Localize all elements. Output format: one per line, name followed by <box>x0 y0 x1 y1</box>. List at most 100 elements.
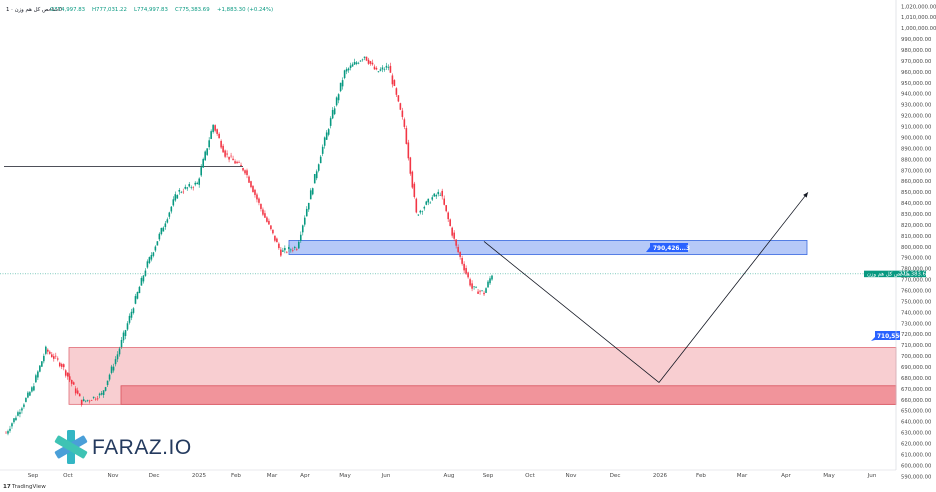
candle-body <box>92 396 95 398</box>
candle-body <box>236 161 238 164</box>
candle-body <box>160 227 163 235</box>
candle-body <box>206 148 208 155</box>
candle-body <box>319 156 322 164</box>
candle-body <box>68 376 71 381</box>
candle-body <box>449 219 451 227</box>
x-tick-label: Jun <box>381 473 391 479</box>
candle-body <box>473 286 475 288</box>
candle-body <box>489 278 491 284</box>
candle-body <box>349 65 352 68</box>
candle-body <box>347 68 350 71</box>
candle-body <box>389 65 392 73</box>
candle-body <box>70 379 73 384</box>
support-zone-core[interactable] <box>120 385 897 405</box>
candle-body <box>397 95 400 102</box>
candle-body <box>387 67 390 68</box>
y-tick-label: 700,000.00 <box>901 354 932 360</box>
candle-body <box>377 71 380 73</box>
candle-body <box>21 408 23 411</box>
y-tick-label: 810,000.00 <box>901 234 932 240</box>
candle-body <box>43 355 45 362</box>
candle-body <box>323 137 326 146</box>
candle-body <box>96 398 99 400</box>
candle-body <box>266 217 268 222</box>
candle-body <box>244 170 246 174</box>
candle-body <box>234 161 236 164</box>
candle-body <box>401 110 404 117</box>
logo-text: FARAZ.IO <box>92 436 192 459</box>
candle-body <box>451 227 453 236</box>
y-tick-label: 660,000.00 <box>901 398 932 404</box>
tradingview-attribution[interactable]: 17 TradingView <box>3 484 46 490</box>
candle-body <box>76 390 79 394</box>
candle-body <box>343 70 346 79</box>
y-tick-label: 760,000.00 <box>901 288 932 294</box>
candle-body <box>80 399 83 405</box>
candle-body <box>82 399 85 402</box>
candle-body <box>371 62 374 65</box>
candle-body <box>329 118 332 126</box>
candle-body <box>17 412 19 416</box>
candle-body <box>341 80 344 87</box>
candle-body <box>435 194 438 197</box>
candle-body <box>31 387 33 392</box>
candle-body <box>301 225 304 233</box>
projection-arrowhead <box>803 192 808 198</box>
candle-body <box>345 69 348 72</box>
candle-body <box>385 65 388 68</box>
y-tick-label: 1,000,000.00 <box>901 26 936 32</box>
candle-body <box>194 182 197 185</box>
candle-body <box>120 340 123 348</box>
candle-body <box>49 351 51 354</box>
candle-body <box>78 393 81 397</box>
candle-body <box>286 251 288 253</box>
candle-body <box>361 59 364 61</box>
legend-open: O774,997.83 <box>50 7 85 13</box>
legend-title: شاخص کل هم وزن · 1D <box>6 6 62 13</box>
candle-body <box>421 211 424 212</box>
candle-body <box>218 133 220 139</box>
y-tick-label: 980,000.00 <box>901 48 932 54</box>
legend-low: L774,997.83 <box>134 7 168 13</box>
candle-body <box>170 206 173 212</box>
asterisk-icon <box>54 430 88 464</box>
candle-body <box>315 171 318 179</box>
candle-body <box>292 250 294 251</box>
candle-body <box>391 75 394 85</box>
candle-body <box>35 375 37 383</box>
candle-body <box>39 365 41 372</box>
candle-body <box>339 82 342 92</box>
y-axis-ticks[interactable]: 1,020,000.00 1,010,000.00 1,000,000.00 990,… <box>901 4 936 480</box>
candle-body <box>154 246 157 251</box>
candle-body <box>307 202 310 210</box>
projection-path[interactable] <box>483 192 809 384</box>
candle-body <box>407 142 410 159</box>
y-tick-label: 680,000.00 <box>901 376 932 382</box>
y-tick-label: 870,000.00 <box>901 168 932 174</box>
candle-body <box>200 167 202 176</box>
candle-body <box>202 159 204 168</box>
candle-body <box>365 56 368 61</box>
y-tick-label: 650,000.00 <box>901 409 932 415</box>
resistance-zone[interactable] <box>288 240 808 256</box>
candle-body <box>282 250 284 252</box>
candle-body <box>297 241 300 249</box>
candle-body <box>62 364 65 368</box>
candle-body <box>156 241 159 246</box>
y-tick-label: 590,000.00 <box>901 474 932 480</box>
tradingview-icon: 17 <box>3 484 11 490</box>
candle-body <box>174 194 177 201</box>
candle-body <box>178 189 181 192</box>
y-tick-label: 860,000.00 <box>901 179 932 185</box>
candle-body <box>439 194 442 196</box>
candle-body <box>240 164 242 166</box>
candle-body <box>23 404 25 407</box>
candle-body <box>180 192 183 193</box>
candle-body <box>355 62 358 64</box>
candle-body <box>383 69 386 70</box>
x-tick-label: Apr <box>781 473 791 479</box>
x-axis-ticks[interactable]: Sep Oct Nov Dec 2025 Feb Mar Apr May Jun Aug Sep Oct… <box>28 473 877 479</box>
candle-body <box>110 366 113 373</box>
candle-body <box>381 67 384 70</box>
